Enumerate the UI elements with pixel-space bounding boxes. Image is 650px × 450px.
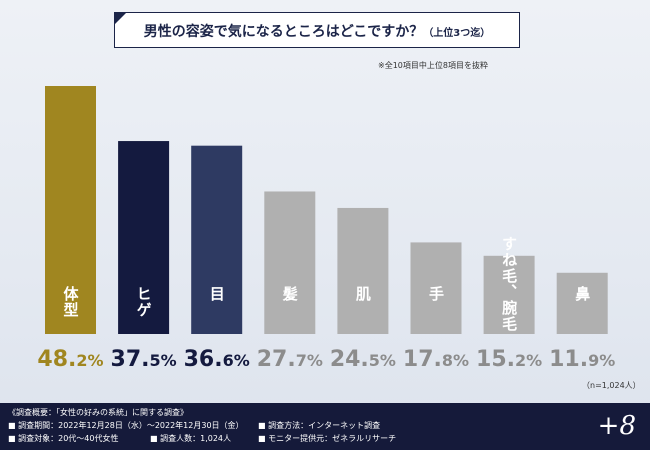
chart-title-box: 男性の容姿で気になるところはどこですか？（上位3つ迄） <box>114 12 520 48</box>
bar-6 <box>410 242 462 334</box>
value-label-2: 37.5% <box>111 347 177 372</box>
value-label-1: 48.2% <box>37 347 103 372</box>
bar-4 <box>264 191 316 334</box>
bar-label-3: 目 <box>208 286 226 302</box>
bar-label-2: ヒゲ <box>135 286 153 318</box>
sample-size-note: （n=1,024人） <box>582 381 641 390</box>
chart-title-main: 男性の容姿で気になるところはどこですか？ <box>143 24 424 40</box>
bar-chart: 体型 48.2% ヒゲ 37.5% 目 36.6% 髪 27.7% 肌 24.5% 手 17.8% すね… <box>37 86 615 372</box>
bar-1 <box>45 86 96 334</box>
survey-footer: 《調査概要：「女性の好みの系統」に関する調査》 ■ 調査期間：2022年12月2… <box>0 403 650 450</box>
footer-method: ■ 調査方法：インターネット調査 <box>258 421 381 430</box>
value-label-3: 36.6% <box>184 347 250 372</box>
footer-target: ■ 調査対象：20代～40代女性 <box>8 434 119 443</box>
bar-3 <box>191 145 243 334</box>
bar-label-1: 体型 <box>62 285 80 318</box>
bar-label-6: 手 <box>427 285 445 302</box>
value-label-4: 27.7% <box>257 347 323 372</box>
footer-count: ■ 調査人数：1,024人 <box>150 434 232 443</box>
value-label-8: 11.9% <box>549 347 615 372</box>
bar-2 <box>118 141 170 334</box>
value-label-5: 24.5% <box>330 347 396 372</box>
bar-label-5: 肌 <box>354 286 372 302</box>
value-label-7: 15.2% <box>476 347 542 372</box>
excerpt-note: ※全10項目中上位8項目を抜粋 <box>378 61 488 70</box>
value-label-6: 17.8% <box>403 347 469 372</box>
footer-heading: 《調査概要：「女性の好みの系統」に関する調査》 <box>8 408 188 417</box>
footer-period: ■ 調査期間：2022年12月28日（水）～2022年12月30日（金） <box>8 421 244 430</box>
footer-provider: ■ モニター提供元：ゼネラルリサーチ <box>258 434 397 443</box>
bar-label-8: 鼻 <box>573 285 591 302</box>
chart-title-sub: （上位3つ迄） <box>423 28 491 39</box>
bar-5 <box>337 207 389 334</box>
bar-label-4: 髪 <box>281 285 299 302</box>
bar-8 <box>556 272 608 334</box>
brand-logo: +8 <box>597 411 636 441</box>
bar-label-7: すね毛、腕毛 <box>500 236 518 332</box>
title-corner-decoration <box>115 13 126 24</box>
bar-7 <box>483 255 535 334</box>
chart-title: 男性の容姿で気になるところはどこですか？（上位3つ迄） <box>115 21 519 41</box>
